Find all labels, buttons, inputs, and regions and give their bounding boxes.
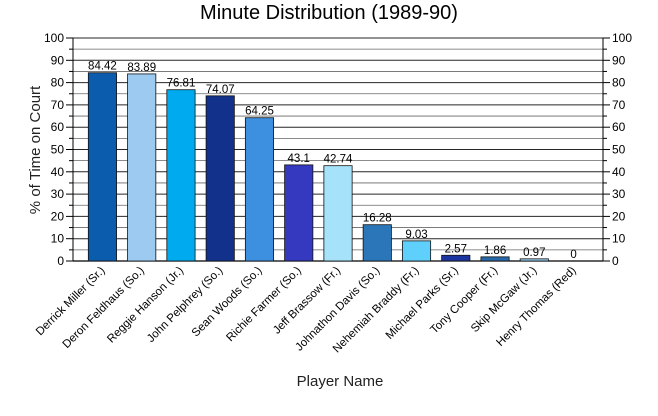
y-tick-label-left: 90 <box>51 53 65 67</box>
data-label: 83.89 <box>127 62 156 74</box>
x-tick-label: Tony Cooper (Fr.) <box>428 265 500 337</box>
bar <box>166 89 196 262</box>
y-tick-label-left: 60 <box>51 120 65 134</box>
data-label: 0.97 <box>523 247 545 259</box>
y-tick-label-left: 70 <box>51 98 65 112</box>
data-label: 64.25 <box>245 106 274 118</box>
grid <box>73 37 603 262</box>
data-label: 74.07 <box>206 84 235 96</box>
x-tick-label: Reggie Hanson (Jr.) <box>105 265 186 346</box>
y-tick-label-right: 90 <box>612 53 626 67</box>
x-tick-label: Sean Woods (So.) <box>190 265 265 340</box>
data-label: 2.57 <box>445 243 467 255</box>
bar <box>480 256 510 262</box>
bar <box>127 73 157 262</box>
y-tick-label-left: 30 <box>51 187 65 201</box>
bar <box>205 95 235 262</box>
y-tick-label-left: 10 <box>51 232 65 246</box>
x-tick-label: Skip McGaw (Jr.) <box>469 265 540 336</box>
y-tick-label-right: 100 <box>612 31 632 45</box>
data-label: 42.74 <box>324 154 353 166</box>
y-tick-label-left: 0 <box>57 254 64 268</box>
bar <box>441 254 471 262</box>
data-label: 1.86 <box>484 245 506 257</box>
x-axis-title: Player Name <box>297 373 384 390</box>
x-tick-label: Richie Farmer (So.) <box>224 265 304 345</box>
data-label: 16.28 <box>363 213 392 225</box>
y-tick-label-left: 20 <box>51 209 65 223</box>
bar <box>87 72 117 262</box>
x-tick-label: Derrick Miller (Sr.) <box>34 265 108 339</box>
bar <box>519 258 549 262</box>
bar <box>244 117 275 262</box>
data-label: 43.1 <box>288 153 310 165</box>
chart-title: Minute Distribution (1989-90) <box>200 2 458 24</box>
bar <box>362 224 392 262</box>
data-label: 76.81 <box>167 78 196 90</box>
y-tick-label-left: 50 <box>51 143 65 157</box>
data-label: 9.03 <box>405 229 427 241</box>
y-tick-label-right: 0 <box>612 254 619 268</box>
bar <box>323 165 353 262</box>
bar <box>401 240 432 262</box>
y-tick-label-right: 80 <box>612 76 626 90</box>
y-tick-label-right: 10 <box>612 232 626 246</box>
x-tick-label: John Pelphrey (So.) <box>145 265 225 345</box>
data-label: 0 <box>570 249 576 261</box>
y-axis-title: % of Time on Court <box>27 85 44 214</box>
y-tick-label-right: 30 <box>612 187 626 201</box>
data-label: 84.42 <box>88 61 117 73</box>
y-tick-label-left: 40 <box>51 165 65 179</box>
x-tick-label: Jeff Brassow (Fr.) <box>271 265 343 337</box>
x-tick-label: Henry Thomas (Red) <box>494 265 578 349</box>
y-tick-label-right: 40 <box>612 165 626 179</box>
y-tick-label-right: 50 <box>612 143 626 157</box>
bars <box>87 72 549 262</box>
y-tick-label-right: 60 <box>612 120 626 134</box>
y-tick-label-right: 70 <box>612 98 626 112</box>
bar <box>284 164 314 262</box>
y-tick-label-left: 80 <box>51 76 65 90</box>
y-tick-label-left: 100 <box>44 31 64 45</box>
x-tick-label: Michael Parks (Sr.) <box>384 265 461 342</box>
y-tick-label-right: 20 <box>612 209 626 223</box>
